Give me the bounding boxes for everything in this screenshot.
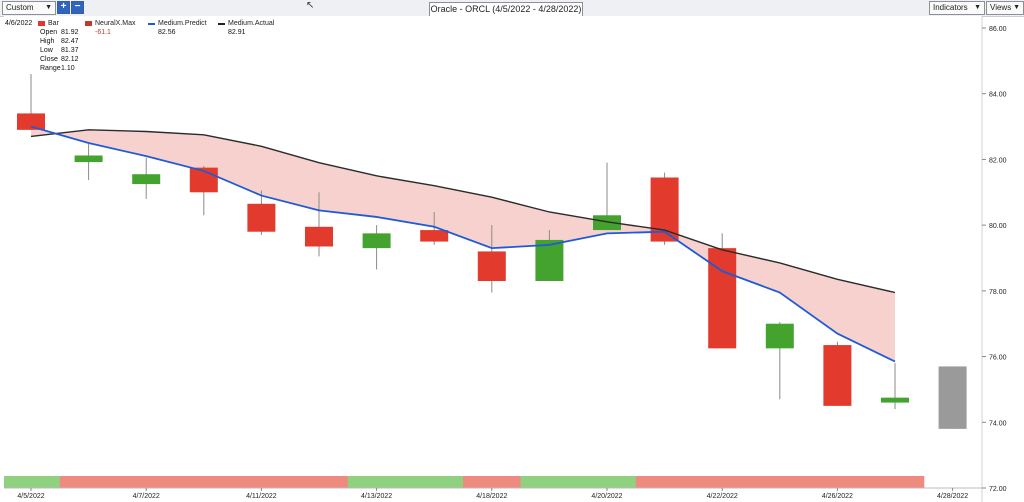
y-tick-label: 72.00 xyxy=(989,486,1007,493)
y-tick-label: 82.00 xyxy=(989,157,1007,164)
legend-name: Medium.Predict xyxy=(158,20,207,27)
candle-body xyxy=(74,155,103,163)
info-value: 82.47 xyxy=(61,38,79,45)
legend-value: 82.56 xyxy=(158,29,176,36)
info-label: Low xyxy=(40,47,53,54)
neural-band-segment xyxy=(578,476,637,488)
indicators-label: Indicators xyxy=(933,3,968,12)
chevron-down-icon: ▼ xyxy=(1013,4,1020,11)
neural-band-segment xyxy=(635,476,694,488)
info-value: 81.92 xyxy=(61,29,79,36)
mode-select-value: Custom xyxy=(6,3,34,12)
candle-body xyxy=(477,251,506,281)
neural-band-segment xyxy=(347,476,406,488)
candle-body xyxy=(420,230,449,242)
legend-value: -61.1 xyxy=(95,29,111,36)
y-tick-label: 86.00 xyxy=(989,26,1007,33)
info-label: Close xyxy=(40,56,58,63)
legend-name: Bar xyxy=(48,20,59,27)
mode-select[interactable]: Custom ▼ xyxy=(2,1,56,15)
x-tick-label: 4/22/2022 xyxy=(707,493,738,500)
x-tick-label: 4/26/2022 xyxy=(822,493,853,500)
chevron-down-icon: ▼ xyxy=(974,4,981,11)
x-tick-label: 4/28/2022 xyxy=(937,493,968,500)
neural-band-segment xyxy=(405,476,464,488)
x-tick-label: 4/18/2022 xyxy=(476,493,507,500)
y-tick-label: 78.00 xyxy=(989,289,1007,296)
toolbar: Custom ▼ + − Oracle - ORCL (4/5/2022 - 4… xyxy=(0,0,1024,17)
medium-actual-line xyxy=(30,129,896,294)
legend-swatch xyxy=(85,21,92,26)
y-tick-label: 80.00 xyxy=(989,223,1007,230)
candle-body xyxy=(305,226,333,247)
mouse-cursor-icon: ↖ xyxy=(306,0,315,11)
neural-band-segment xyxy=(117,476,176,488)
y-tick-label: 84.00 xyxy=(989,92,1007,99)
price-chart[interactable]: 72.00 74.00 76.00 78.00 80.00 82.00 84.00 86.00… xyxy=(0,16,1024,502)
neural-band-segment xyxy=(808,476,867,488)
candle-body xyxy=(362,233,391,249)
y-tick-label: 74.00 xyxy=(989,420,1007,427)
neural-band-segment xyxy=(866,476,925,488)
neural-band-segment xyxy=(693,476,752,488)
y-tick-label: 76.00 xyxy=(989,355,1007,362)
views-label: Views xyxy=(990,3,1012,12)
candle-body xyxy=(132,174,161,185)
x-tick-label: 4/7/2022 xyxy=(133,493,160,500)
info-label: Range xyxy=(40,65,61,72)
info-date: 4/6/2022 xyxy=(5,20,33,27)
indicators-dropdown[interactable]: Indicators ▼ xyxy=(929,1,985,15)
info-value: 1.10 xyxy=(61,65,75,72)
neural-band-segment xyxy=(520,476,579,488)
neural-band-segment xyxy=(175,476,234,488)
chevron-down-icon: ▼ xyxy=(45,4,52,11)
candle-body xyxy=(708,248,737,349)
views-dropdown[interactable]: Views ▼ xyxy=(986,1,1024,15)
zoom-in-button[interactable]: + xyxy=(57,1,70,14)
legend-name: Medium.Actual xyxy=(228,20,275,27)
neural-band-segment xyxy=(232,476,291,488)
legend-value: 82.91 xyxy=(228,29,246,36)
zoom-out-button[interactable]: − xyxy=(71,1,84,14)
info-label: High xyxy=(40,38,55,45)
candle-body xyxy=(765,323,794,349)
candle-body xyxy=(535,239,564,281)
x-tick-label: 4/20/2022 xyxy=(591,493,622,500)
medium-predict-line xyxy=(30,125,896,363)
info-value: 81.37 xyxy=(61,47,79,54)
candle-body xyxy=(938,366,967,429)
legend-name: NeuralX.Max xyxy=(95,20,136,27)
legend-swatch xyxy=(38,21,45,26)
candle-body xyxy=(823,345,852,406)
x-tick-label: 4/11/2022 xyxy=(246,493,277,500)
neural-band-segment xyxy=(59,476,118,488)
candle-body xyxy=(593,215,621,231)
neural-band-segment xyxy=(4,476,61,488)
candle-body xyxy=(17,113,45,130)
legend-swatch xyxy=(148,23,155,25)
neural-band-segment xyxy=(290,476,349,488)
x-tick-label: 4/5/2022 xyxy=(17,493,44,500)
x-tick-label: 4/13/2022 xyxy=(361,493,392,500)
neural-band-segment xyxy=(463,476,522,488)
candle-body xyxy=(247,203,276,232)
candle-body xyxy=(881,397,909,403)
info-value: 82.12 xyxy=(61,56,79,63)
predict-actual-fill xyxy=(31,126,895,362)
chart-title: Oracle - ORCL (4/5/2022 - 4/28/2022) xyxy=(429,2,583,17)
legend-swatch xyxy=(218,23,225,25)
neural-band-segment xyxy=(751,476,810,488)
info-label: Open xyxy=(40,29,58,36)
